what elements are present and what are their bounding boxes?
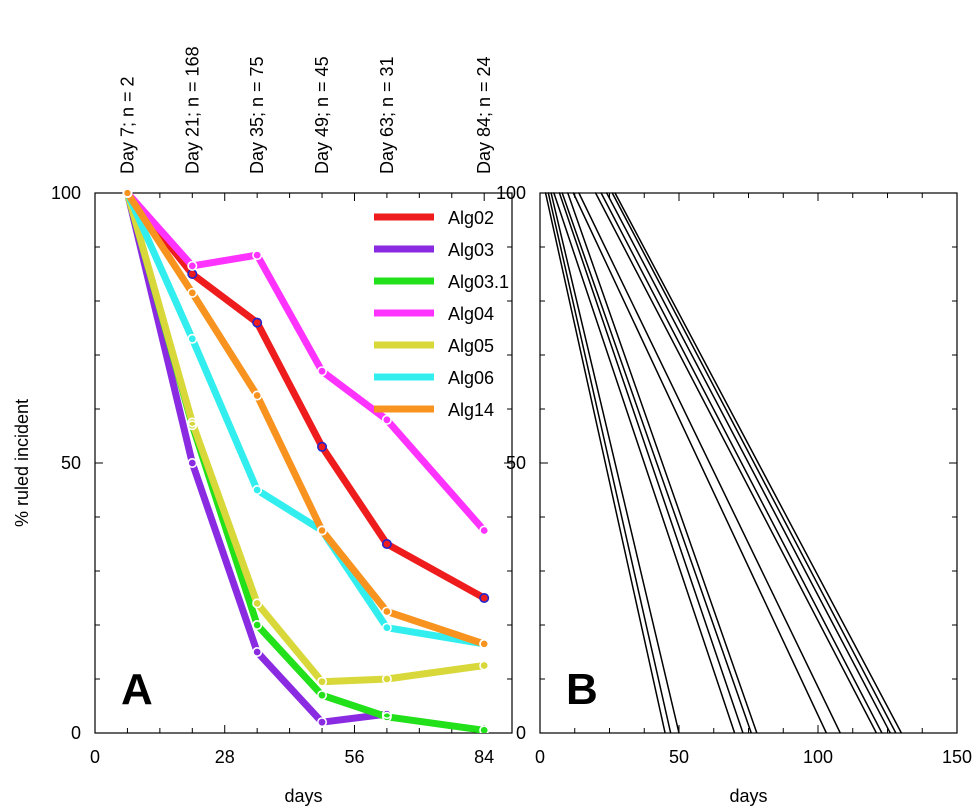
panel-a-letter: A [121,665,153,714]
series-alg02-point [381,538,392,549]
panel-b-line-line [600,192,883,733]
legend-label-alg06: Alg06 [448,368,494,388]
series-alg06-point [252,484,263,495]
panel-b-line-line [544,192,666,733]
panel-b-xtick-label: 100 [803,747,833,767]
panel-a-xlabel: days [284,786,322,806]
panel-b-xlabel: days [729,786,767,806]
series-alg03-point [252,646,263,657]
panel-b-line-line [572,192,828,733]
panel-b-line-line [605,192,892,733]
panel-b-line-line [614,192,903,733]
panel-b-letter: B [566,665,598,714]
series-alg05-point [317,676,328,687]
panel-a: 0 50 100 0 28 56 84 days % ruled incident Day 7; … [12,46,513,806]
series-alg14-line [123,189,488,648]
legend-label-alg04: Alg04 [448,304,494,324]
panel-a-top-label: Day 35; n = 75 [247,56,267,174]
series-alg02-point [252,317,263,328]
panel-a-xtick-label: 28 [215,747,235,767]
panel-a-top-label: Day 84; n = 24 [474,56,494,174]
series-alg03-line [123,189,391,726]
series-alg03-1-point [317,690,328,701]
panel-a-xtick-label: 56 [344,747,364,767]
series-alg05-point [479,660,490,671]
series-alg14-point [381,606,392,617]
panel-b-line-line [578,192,841,733]
panel-b: 0 50 100 0 50 100 150 days B [496,183,972,806]
series-alg06-point [381,622,392,633]
series-alg04-point [479,525,490,536]
series-alg03-1-point [252,619,263,630]
legend-label-alg02: Alg02 [448,208,494,228]
panel-a-ytick-label: 50 [61,453,81,473]
panel-a-top-label: Day 63; n = 31 [377,56,397,174]
series-alg04-point [252,250,263,261]
panel-b-ytick-label: 100 [496,183,526,203]
series-alg04-point [187,260,198,271]
panel-b-line-line [594,192,878,733]
panel-a-ytick-label: 100 [51,183,81,203]
panel-a-ytick-label: 0 [71,723,81,743]
panel-a-ylabel: % ruled incident [12,399,32,527]
legend-label-alg14: Alg14 [448,400,494,420]
panel-b-xtick-label: 0 [535,747,545,767]
series-alg14-point [317,525,328,536]
series-alg14-point [252,390,263,401]
panel-b-line-line [558,192,744,733]
series-alg06-line [123,189,488,648]
panel-b-xtick-label: 50 [669,747,689,767]
panel-b-line-line [567,192,758,733]
panel-a-xtick-label: 84 [474,747,494,767]
panel-a-top-label: Day 49; n = 45 [312,56,332,174]
series-alg02-line [123,189,488,602]
legend-label-alg03-1: Alg03.1 [448,272,509,292]
panel-a-series [122,188,490,733]
series-alg14-point [479,638,490,649]
legend-label-alg05: Alg05 [448,336,494,356]
panel-b-line-line [561,192,753,733]
series-alg04-point [317,366,328,377]
series-alg14-point [122,188,133,199]
panel-a-top-label: Day 7; n = 2 [117,76,137,174]
panel-b-line-line [553,192,736,733]
panel-b-series [544,192,903,733]
series-alg14-point [187,287,198,298]
series-alg04-line [123,189,488,534]
series-alg05-point [252,598,263,609]
series-alg03-point [187,457,198,468]
series-alg03-1-point [381,711,392,722]
series-alg02-point [317,441,328,452]
panel-b-ytick-label: 50 [506,453,526,473]
panel-b-line-line [550,192,680,733]
series-alg03-1-point [479,725,490,733]
series-alg04-point [381,414,392,425]
series-alg05-point [187,417,198,428]
panel-b-line-line [547,192,672,733]
series-alg03-point [317,717,328,728]
series-alg05-line [123,189,488,686]
panel-b-ytick-label: 0 [516,723,526,743]
panel-b-line-line [611,192,897,733]
series-alg06-point [187,333,198,344]
panel-b-xtick-label: 150 [942,747,972,767]
panel-a-top-label: Day 21; n = 168 [182,46,202,174]
legend: Alg02 Alg03 Alg03.1 Alg04 Alg05 Alg06 Alg14 [374,208,509,420]
series-alg02-point [479,592,490,603]
legend-label-alg03: Alg03 [448,240,494,260]
panel-a-xtick-label: 0 [90,747,100,767]
series-alg05-point [381,673,392,684]
